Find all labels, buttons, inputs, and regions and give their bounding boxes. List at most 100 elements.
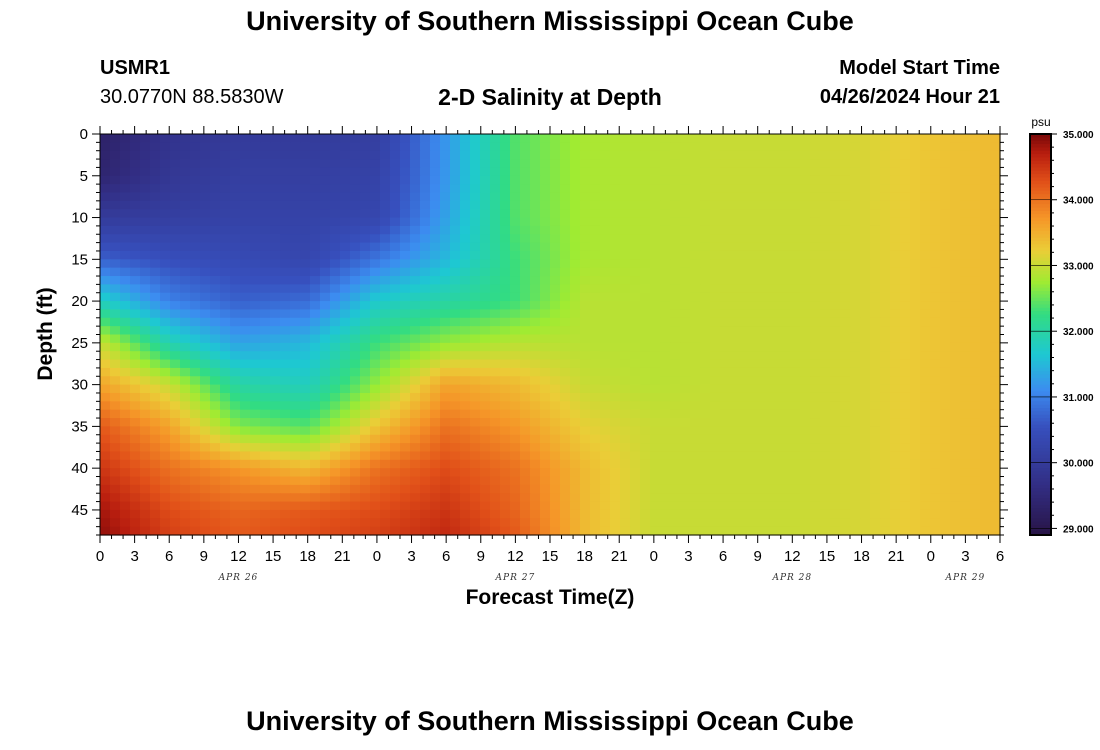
colorbar-segment [1030,287,1051,292]
heatmap-cell [580,526,591,536]
heatmap-cell [360,225,371,235]
heatmap-cell [630,209,641,219]
heatmap-cell [460,401,471,411]
heatmap-cell [940,175,951,185]
heatmap-cell [460,209,471,219]
heatmap-cell [280,192,291,202]
heatmap-cell [310,217,321,227]
heatmap-cell [960,292,971,302]
heatmap-cell [910,276,921,285]
heatmap-cell [830,392,841,402]
heatmap-cell [720,234,731,244]
heatmap-cell [520,317,531,327]
heatmap-cell [680,401,691,411]
heatmap-cell [760,184,771,194]
heatmap-cell [310,192,321,202]
heatmap-cell [920,167,931,177]
heatmap-cell [290,192,301,202]
heatmap-cell [380,167,391,177]
heatmap-cell [410,267,421,277]
heatmap-cell [630,250,641,260]
heatmap-cell [260,284,271,294]
heatmap-cell [860,459,871,469]
heatmap-cell [260,242,271,252]
heatmap-cell [640,509,651,519]
heatmap-cell [510,443,521,453]
heatmap-cell [650,167,661,177]
heatmap-cell [500,476,511,486]
heatmap-cell [130,401,141,411]
heatmap-cell [770,317,781,327]
heatmap-cell [420,409,431,419]
heatmap-cell [630,134,641,143]
heatmap-cell [900,200,911,210]
heatmap-cell [900,376,911,386]
heatmap-cell [160,409,171,419]
heatmap-cell [340,509,351,519]
heatmap-cell [770,509,781,519]
heatmap-cell [510,367,521,377]
heatmap-cell [160,242,171,252]
heatmap-cell [880,342,891,352]
heatmap-cell [360,392,371,402]
heatmap-cell [690,234,701,244]
heatmap-cell [660,451,671,461]
heatmap-cell [560,493,571,503]
heatmap-cell [480,392,491,402]
heatmap-cell [830,484,841,494]
heatmap-cell [820,334,831,344]
heatmap-cell [820,142,831,152]
heatmap-cell [570,493,581,503]
heatmap-cell [410,501,421,511]
heatmap-cell [750,267,761,277]
heatmap-cell [490,175,501,185]
heatmap-cell [220,209,231,219]
heatmap-cell [540,468,551,478]
heatmap-cell [520,501,531,511]
heatmap-cell [390,317,401,327]
heatmap-cell [830,326,841,336]
heatmap-cell [820,159,831,169]
heatmap-cell [190,426,201,436]
heatmap-cell [790,392,801,402]
heatmap-cell [670,259,681,269]
heatmap-cell [480,501,491,511]
heatmap-cell [760,326,771,336]
heatmap-cell [880,509,891,519]
heatmap-cell [640,418,651,427]
heatmap-cell [970,359,981,369]
heatmap-cell [650,367,661,377]
heatmap-cell [300,267,311,277]
heatmap-cell [970,443,981,453]
heatmap-cell [870,409,881,419]
heatmap-cell [990,292,1001,302]
heatmap-cell [420,142,431,152]
heatmap-cell [830,526,841,536]
heatmap-cell [820,242,831,252]
heatmap-cell [520,392,531,402]
heatmap-cell [540,150,551,160]
heatmap-cell [780,267,791,277]
heatmap-cell [450,426,461,436]
heatmap-cell [420,509,431,519]
heatmap-cell [210,401,221,411]
heatmap-cell [170,175,181,185]
heatmap-cell [900,234,911,244]
heatmap-cell [920,326,931,336]
heatmap-cell [190,509,201,519]
heatmap-cell [320,367,331,377]
heatmap-cell [400,476,411,486]
heatmap-cell [810,509,821,519]
heatmap-cell [460,284,471,294]
heatmap-cell [200,301,211,311]
heatmap-cell [220,142,231,152]
heatmap-cell [120,184,131,194]
heatmap-cell [920,259,931,269]
heatmap-cell [770,259,781,269]
heatmap-cell [360,184,371,194]
heatmap-cell [530,526,541,536]
heatmap-cell [430,518,441,528]
heatmap-cell [130,309,141,319]
heatmap-cell [410,209,421,219]
heatmap-cell [910,418,921,427]
